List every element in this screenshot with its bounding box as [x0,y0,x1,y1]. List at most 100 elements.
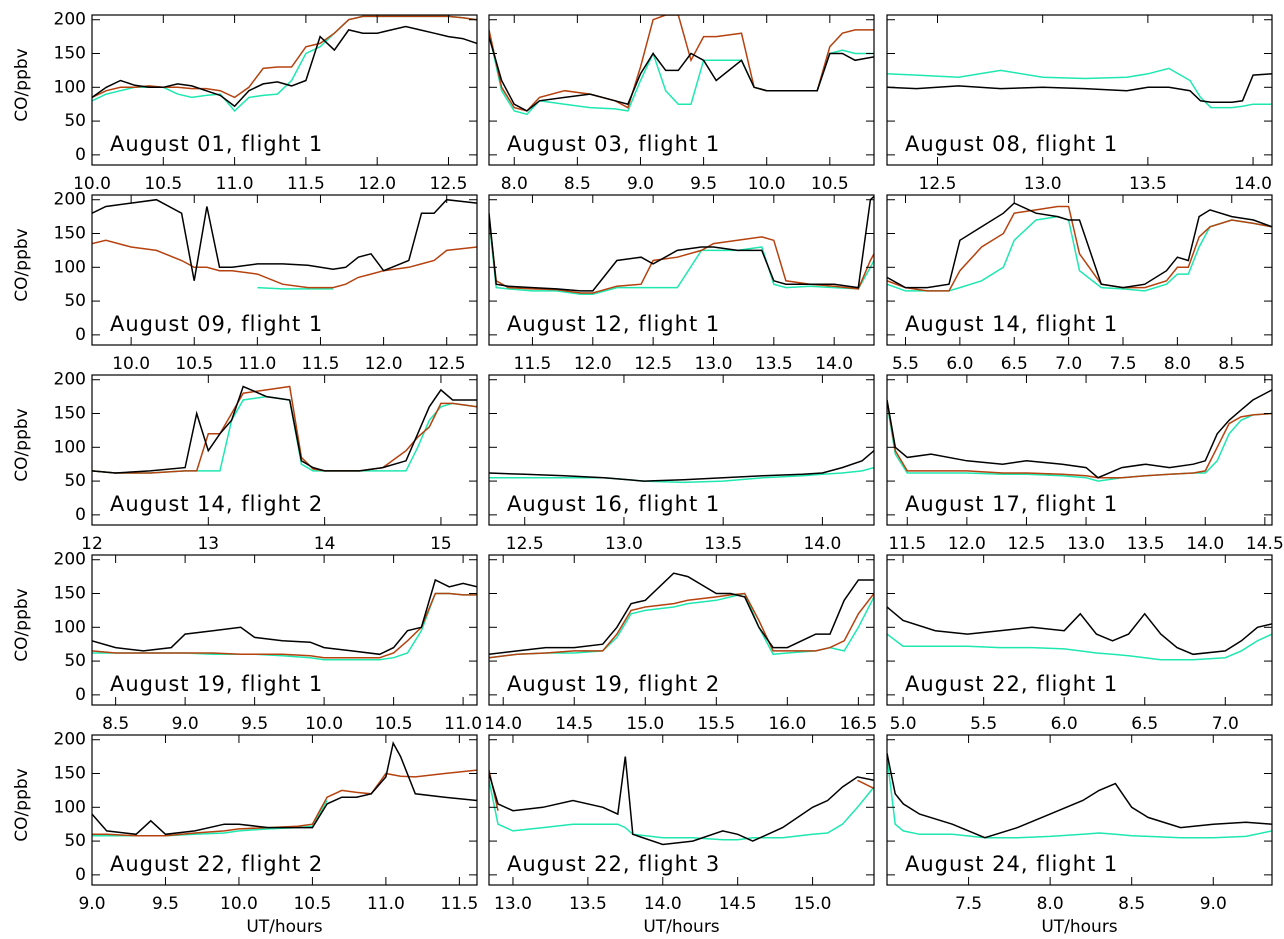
plot-frame [488,734,875,886]
series-line [887,205,1272,292]
x-tick-label: 14.5 [555,714,593,734]
x-tick-label: 12.5 [430,174,468,194]
series-line [489,15,874,112]
y-tick-label: 50 [64,831,86,851]
x-tick-label: 8.0 [1164,354,1191,374]
x-tick-label: 7.5 [955,894,982,914]
y-tick-label: 100 [54,797,86,817]
series-line [887,753,1272,839]
x-tick-label: 13.5 [704,534,742,554]
plot-frame [91,14,478,166]
x-tick-label: 12.5 [919,174,957,194]
x-tick-label: 13.5 [1127,534,1165,554]
series-line [489,756,874,846]
x-tick-label: 9.5 [690,174,717,194]
x-tick-label: 16.5 [839,714,877,734]
panel-annotation: August 14, flight 1 [905,312,1118,336]
panel-annotation: August 22, flight 2 [110,852,323,876]
y-tick-label: 150 [54,584,86,604]
x-tick-label: 13.0 [605,534,643,554]
x-tick-label: 14.0 [1234,174,1272,194]
plot-frame [488,14,875,166]
y-tick-label: 100 [54,617,86,637]
x-tick-label: 5.5 [892,354,919,374]
y-tick-label: 150 [54,404,86,424]
series-line [489,36,874,112]
x-tick-label: 9.0 [78,894,105,914]
x-tick-label: 16.0 [768,714,806,734]
panel-annotation: August 03, flight 1 [507,132,720,156]
series-line [489,572,874,656]
plot-frame [91,194,478,346]
x-tick-label: 12.0 [365,354,403,374]
y-axis-label: CO/ppbv [12,228,32,301]
y-tick-label: 0 [75,685,86,705]
series-line [92,25,477,108]
x-tick-label: 8.0 [501,174,528,194]
x-tick-label: 6.0 [946,354,973,374]
x-tick-label: 13.0 [1067,534,1105,554]
y-axis-label: CO/ppbv [12,408,32,481]
y-tick-label: 150 [54,224,86,244]
series-line [489,592,874,659]
series-line [887,215,1272,292]
x-tick-label: 7.0 [1212,714,1239,734]
y-tick-label: 150 [54,44,86,64]
plot-frame [488,554,875,706]
series-line [92,15,477,99]
x-axis-label: UT/hours [1041,917,1117,937]
series-line [92,385,477,474]
x-tick-label: 15.5 [697,714,735,734]
panel-annotation: August 19, flight 2 [507,672,720,696]
x-tick-label: 8.5 [102,714,129,734]
panel-annotation: August 14, flight 2 [110,492,323,516]
x-tick-label: 13.0 [695,354,733,374]
panel-annotation: August 22, flight 3 [507,852,720,876]
y-tick-label: 200 [54,190,86,210]
y-tick-label: 200 [54,370,86,390]
x-tick-label: 10.5 [175,354,213,374]
plot-frame [488,374,875,526]
y-tick-label: 0 [75,145,86,165]
series-line [489,195,874,292]
series-line [887,399,1272,479]
series-line [489,780,874,841]
x-tick-label: 8.5 [564,174,591,194]
x-tick-label: 11.0 [216,174,254,194]
y-axis-label: CO/ppbv [12,48,32,121]
x-tick-label: 8.5 [1118,894,1145,914]
x-tick-label: 15.0 [794,894,832,914]
x-tick-label: 14.0 [484,714,522,734]
series-line [489,219,874,296]
panel-annotation: August 01, flight 1 [110,132,323,156]
x-tick-label: 12.0 [574,354,612,374]
x-tick-label: 13.0 [494,894,532,914]
x-tick-label: 10.0 [748,174,786,194]
x-tick-label: 9.5 [241,714,268,734]
x-tick-label: 7.5 [1109,354,1136,374]
series-line [489,450,874,482]
x-tick-label: 12.5 [634,354,672,374]
series-line [887,633,1272,661]
panel-annotation: August 24, flight 1 [905,852,1118,876]
x-tick-label: 5.0 [890,714,917,734]
panel-annotation: August 19, flight 1 [110,672,323,696]
x-tick-label: 12.5 [506,534,544,554]
y-tick-label: 200 [54,550,86,570]
y-tick-label: 0 [75,505,86,525]
x-tick-label: 11.0 [367,894,405,914]
series-line [92,769,477,837]
x-axis-label: UT/hours [246,917,322,937]
x-tick-label: 15.0 [626,714,664,734]
series-line [489,33,874,116]
series-line [887,67,1272,109]
y-tick-label: 50 [64,111,86,131]
series-line [92,239,477,289]
x-tick-label: 6.5 [1001,354,1028,374]
x-tick-label: 12 [81,534,103,554]
x-tick-label: 11.0 [444,714,482,734]
x-tick-label: 12.5 [428,354,466,374]
series-line [887,403,1272,482]
plot-frame [91,734,478,886]
panel-annotation: August 08, flight 1 [905,132,1118,156]
